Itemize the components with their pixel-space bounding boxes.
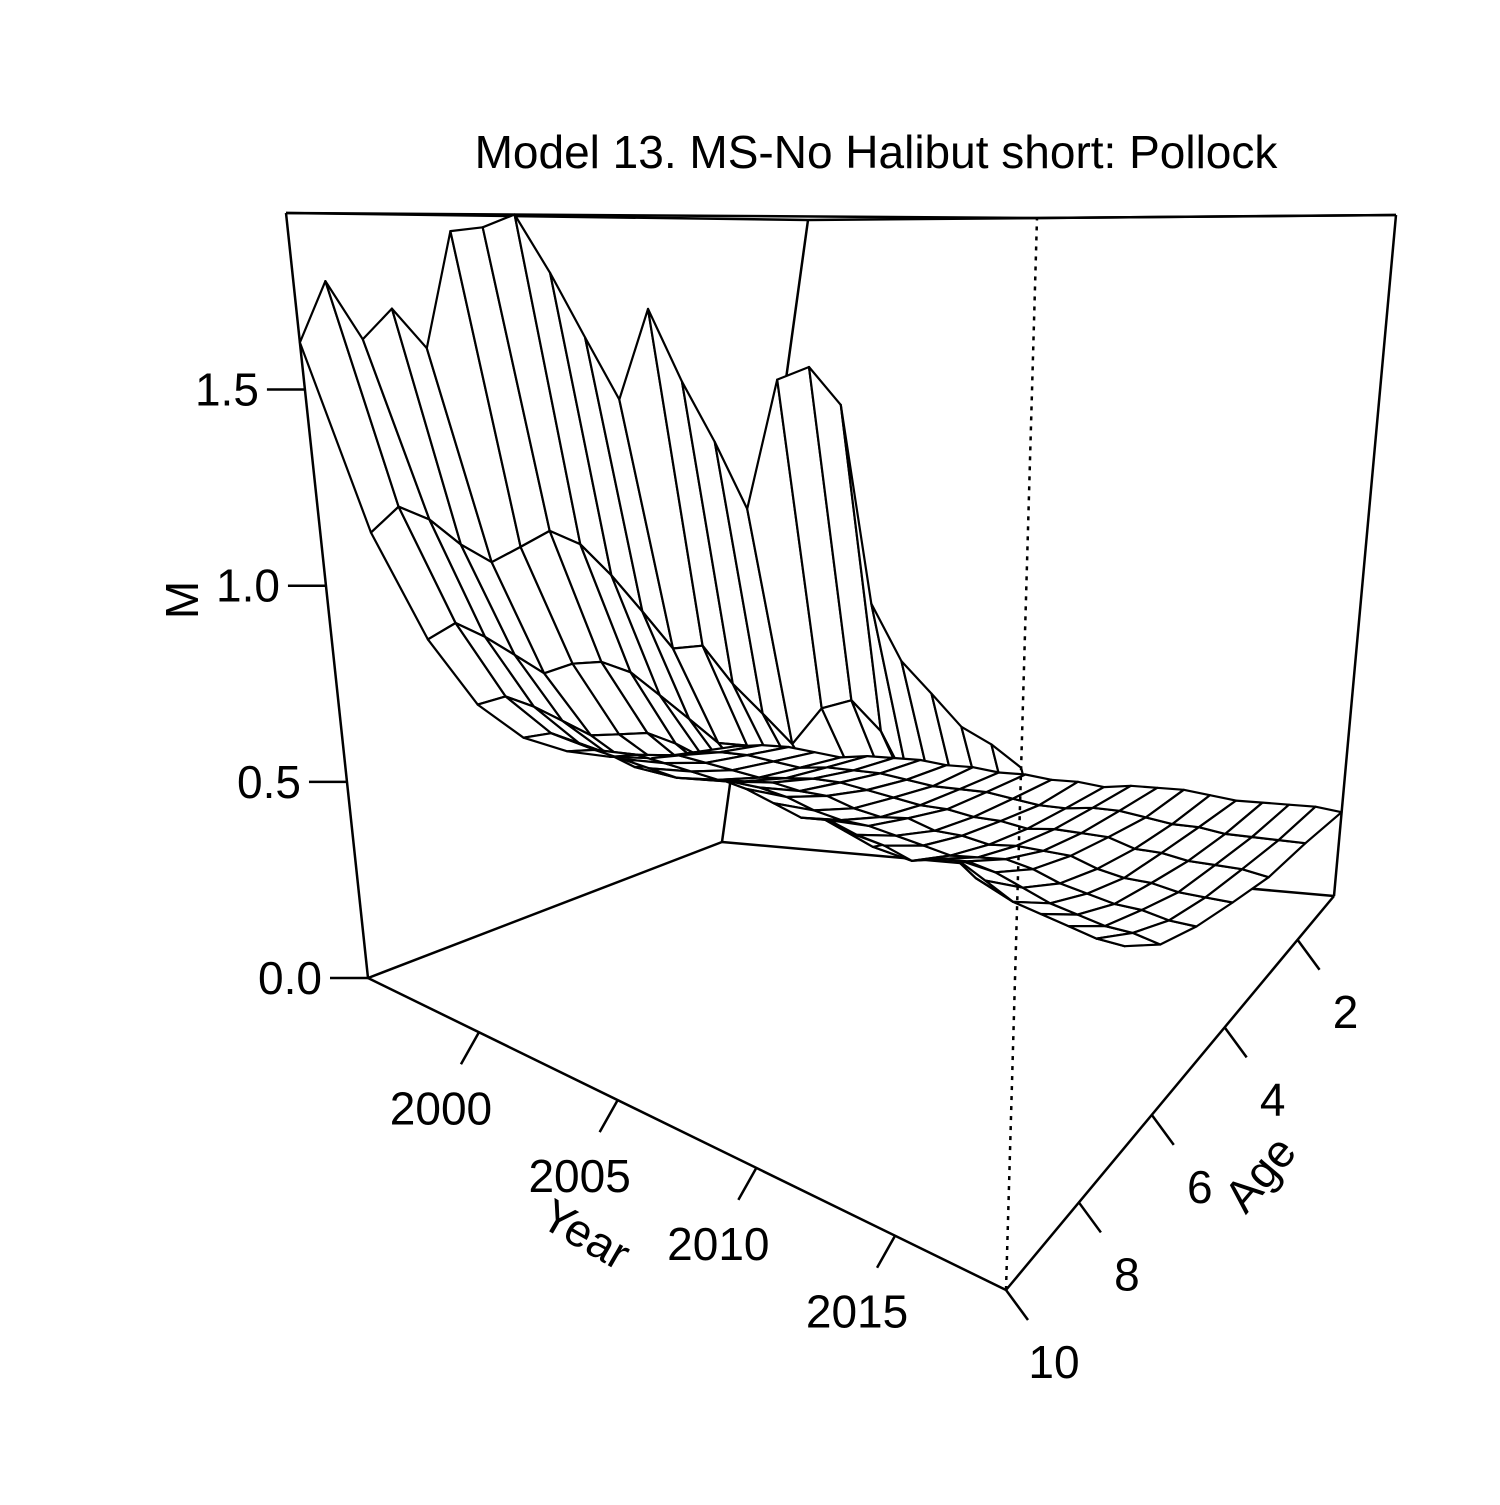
box-front-edges <box>285 211 1397 1292</box>
box-edge-front-floor <box>367 976 1007 1292</box>
y-tick-label: 8 <box>1114 1248 1140 1300</box>
y-tick-label: 10 <box>1028 1336 1079 1388</box>
box-edge-right-vertical <box>1332 214 1398 897</box>
y-axis-tick <box>1004 1289 1030 1321</box>
x-tick-label: 2010 <box>667 1218 769 1270</box>
y-axis-tick <box>1223 1026 1248 1059</box>
x-tick-label: 2005 <box>528 1150 630 1202</box>
y-axis-tick <box>1077 1201 1102 1234</box>
x-axis-label: Year <box>533 1188 639 1280</box>
y-axis-tick <box>1296 939 1321 971</box>
surface-facet <box>1277 805 1343 845</box>
x-axis-tick <box>737 1167 758 1201</box>
y-tick-label: 4 <box>1260 1073 1286 1125</box>
y-tick-label: 6 <box>1187 1161 1213 1213</box>
x-axis-tick <box>875 1235 897 1269</box>
z-tick-label: 0.5 <box>237 756 301 808</box>
z-axis-label: M <box>156 581 208 619</box>
y-tick-label: 2 <box>1333 986 1359 1038</box>
y-axis-tick <box>1150 1114 1175 1146</box>
x-axis-tick <box>598 1099 619 1133</box>
z-tick-label: 0.0 <box>258 952 322 1004</box>
box-edge-front-top <box>285 211 1038 220</box>
chart-title: Model 13. MS-No Halibut short: Pollock <box>475 126 1279 178</box>
surface-mesh <box>298 213 1343 948</box>
box-edge-front-vertical <box>1004 217 1039 1291</box>
z-tick-label: 1.5 <box>195 364 259 416</box>
x-tick-label: 2015 <box>806 1286 908 1338</box>
box-edge-left-floor <box>367 840 723 980</box>
z-tick-label: 1.0 <box>216 560 280 612</box>
y-axis-label: Age <box>1214 1126 1306 1222</box>
x-tick-label: 2000 <box>390 1082 492 1134</box>
box-edge-right-top <box>1036 213 1397 220</box>
x-axis-tick <box>459 1031 481 1065</box>
box-edge-right-floor <box>1005 895 1335 1291</box>
